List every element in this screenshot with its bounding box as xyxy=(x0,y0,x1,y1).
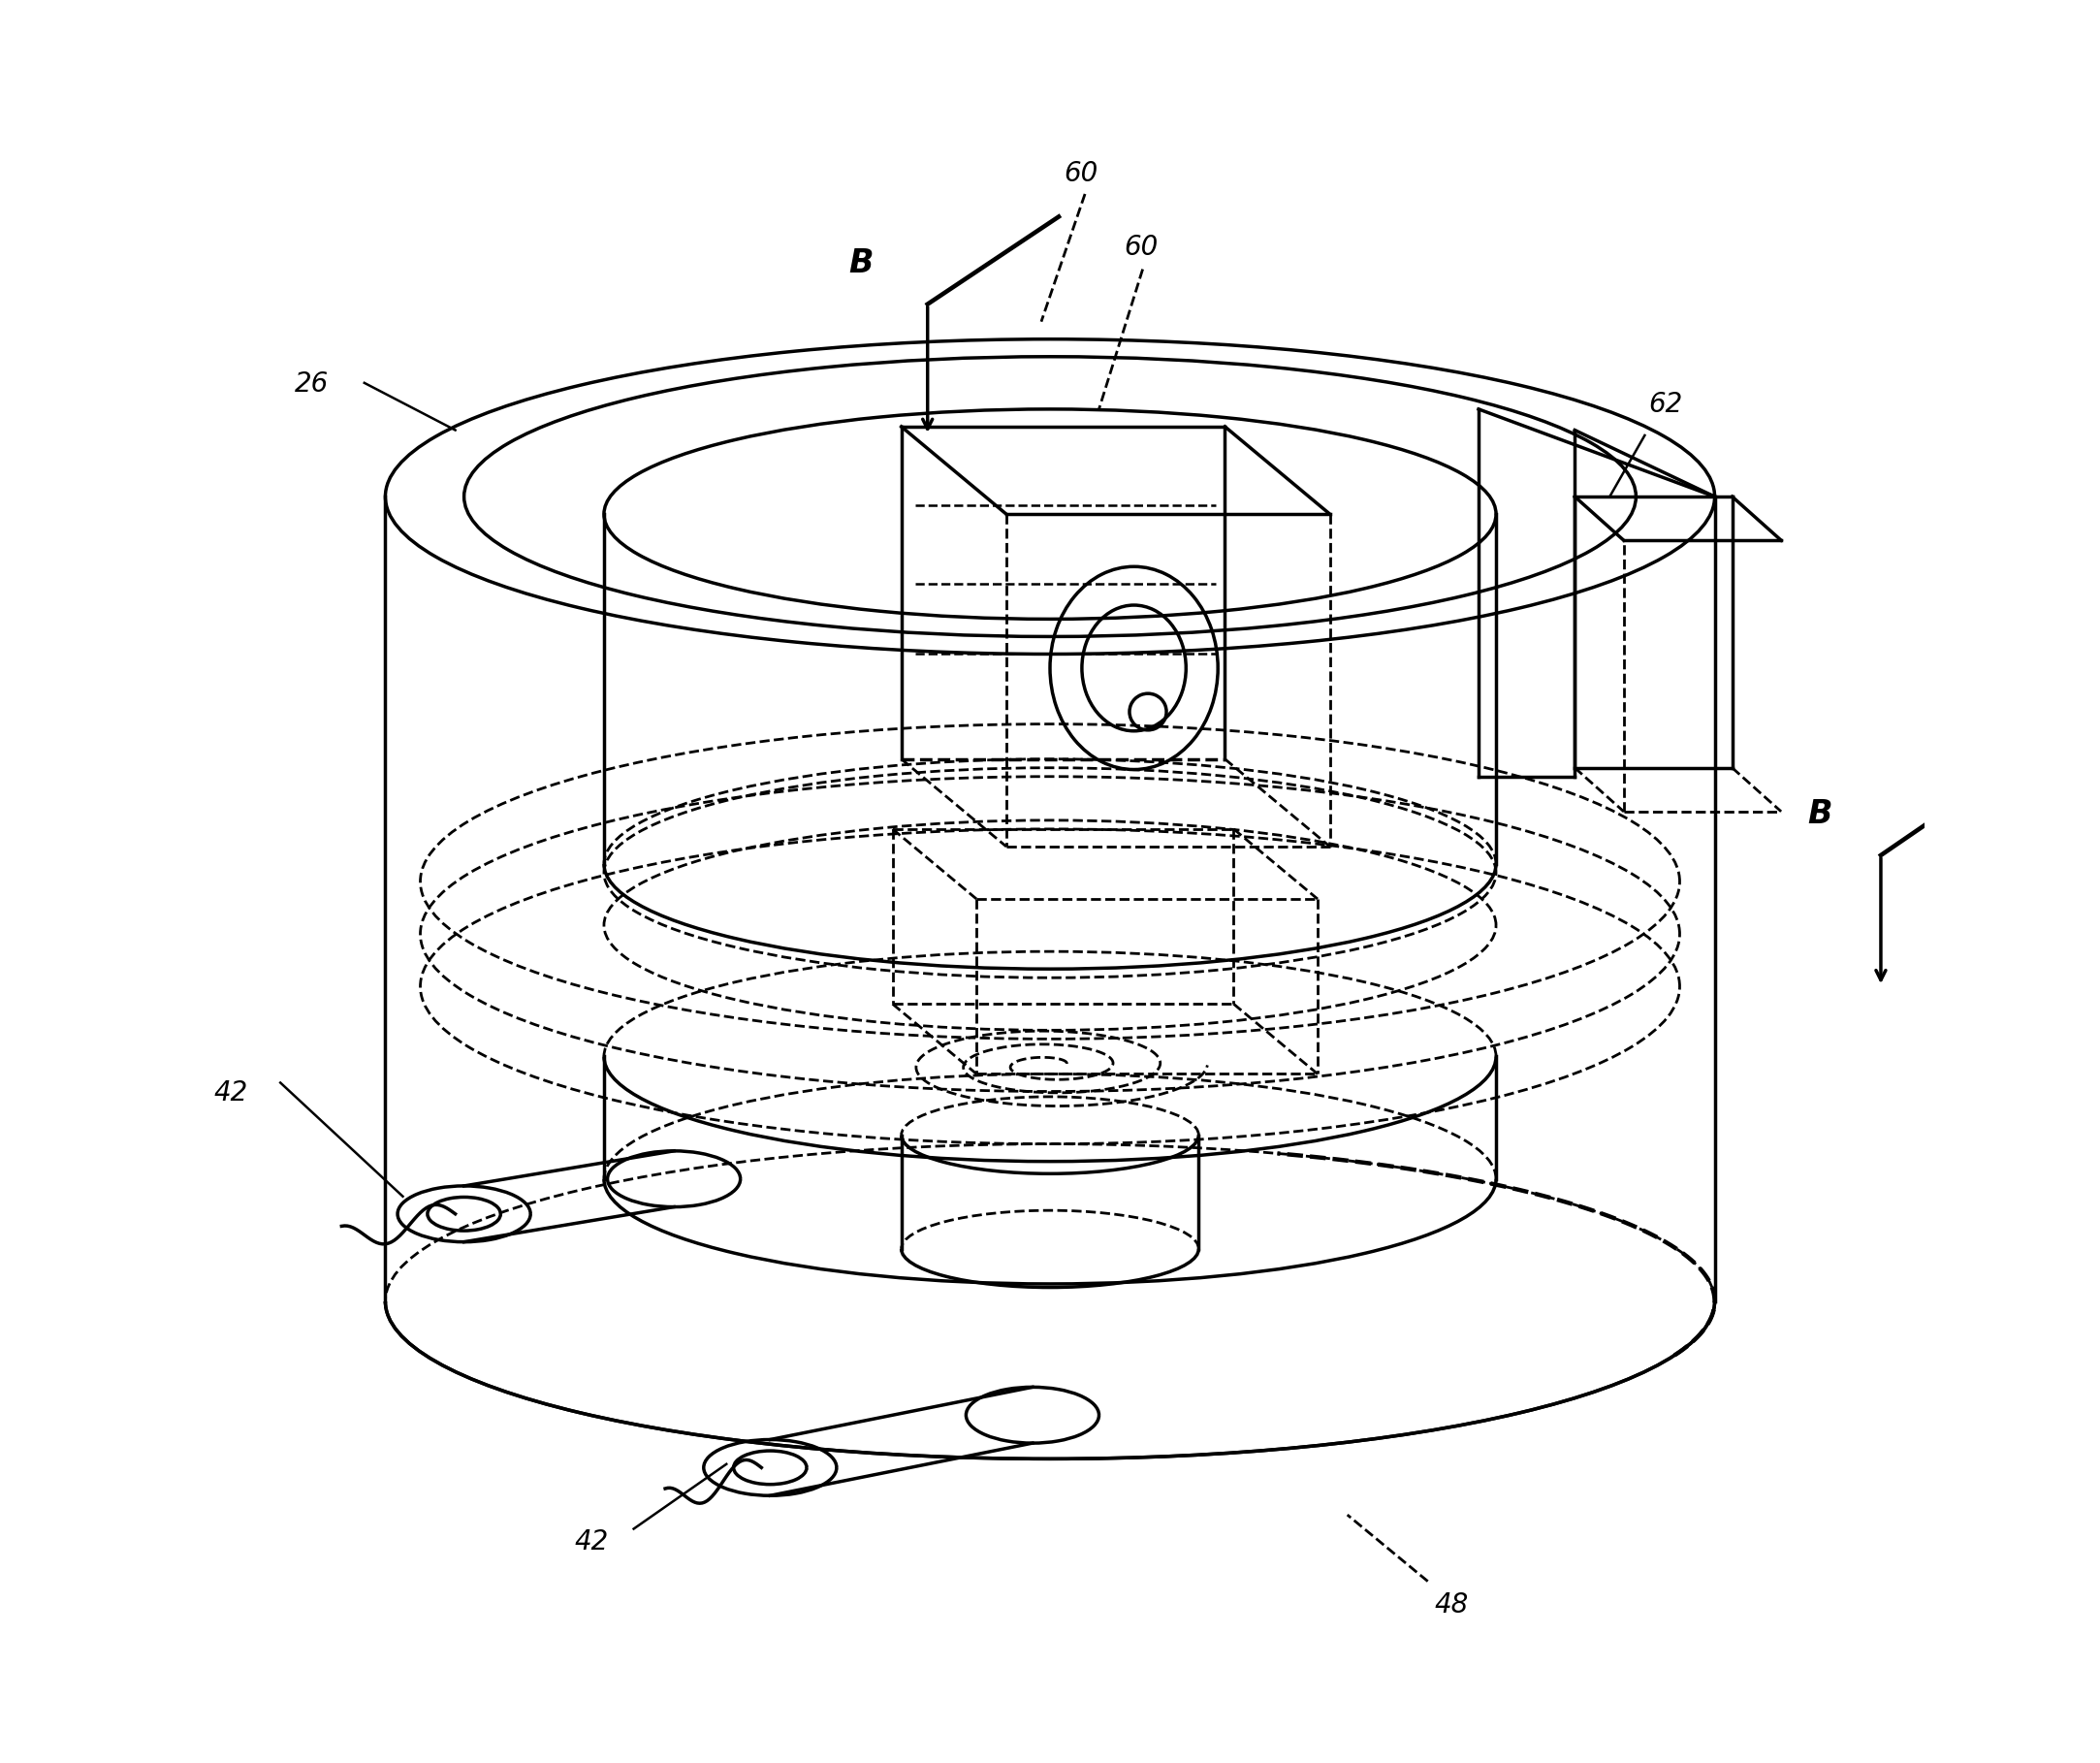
Text: 42: 42 xyxy=(573,1529,609,1555)
Text: B: B xyxy=(1808,799,1831,830)
Text: 62: 62 xyxy=(1648,391,1682,418)
Text: 60: 60 xyxy=(1065,160,1098,187)
Text: 48: 48 xyxy=(1434,1592,1470,1618)
Text: 26: 26 xyxy=(294,370,328,397)
Text: 60: 60 xyxy=(1124,234,1157,261)
Text: 42: 42 xyxy=(214,1079,248,1105)
Text: B: B xyxy=(848,247,874,280)
